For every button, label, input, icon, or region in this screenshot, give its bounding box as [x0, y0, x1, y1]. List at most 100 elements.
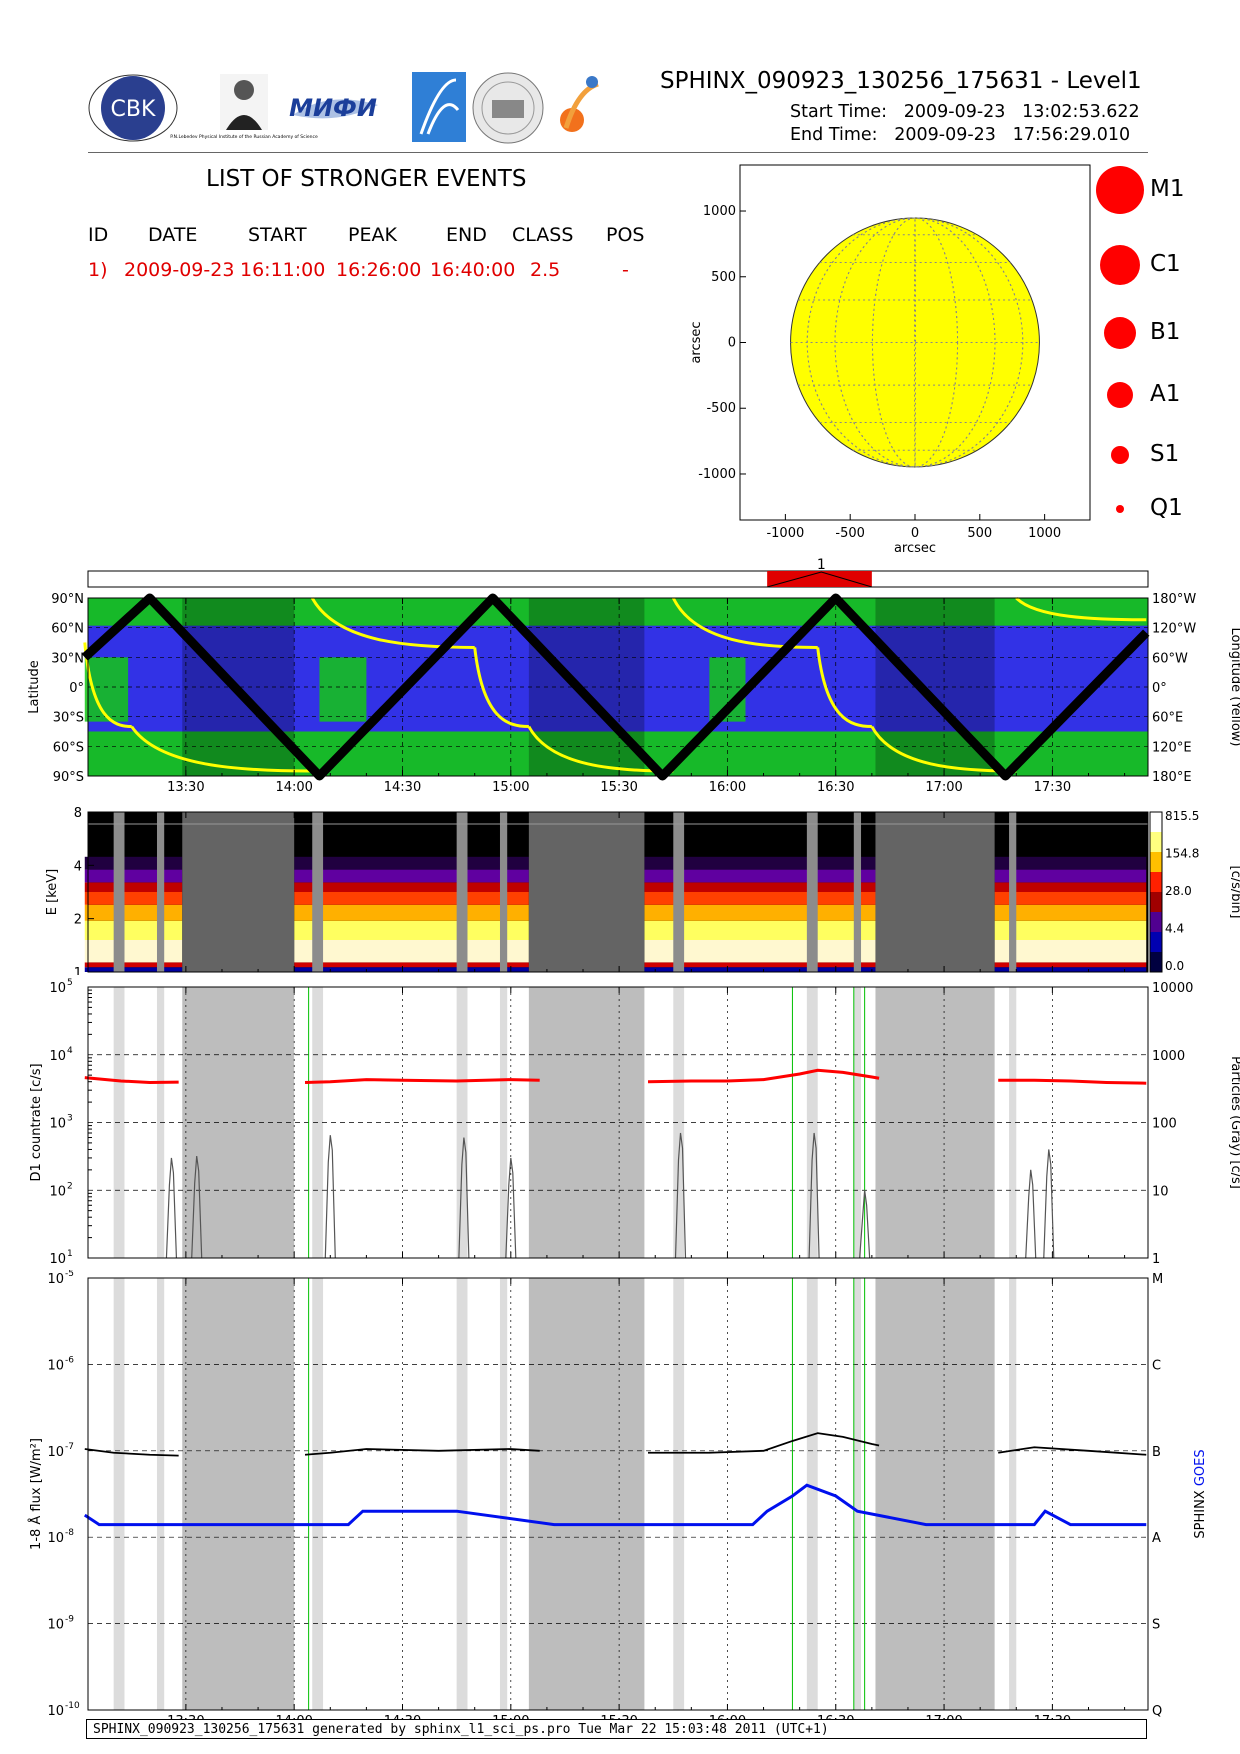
spectrogram-band [644, 892, 876, 905]
sphinx-flux-series [304, 1448, 540, 1456]
orbit-radiation-band [88, 598, 1148, 626]
colorbar-tick-label: 28.0 [1165, 884, 1192, 898]
energy-tick-label: 8 [74, 806, 82, 821]
lebedev-portrait-logo: P.N.Lebedev Physical Institute of the Ru… [170, 74, 318, 140]
svg-text:CBK: CBK [111, 97, 156, 122]
time-tick-label: 16:30 [817, 780, 854, 795]
spectrogram-band [294, 962, 529, 968]
event-pos: - [622, 259, 629, 281]
spectrogram-particle-gap [312, 812, 324, 972]
sun-x-tick-label: -1000 [766, 526, 804, 541]
sun-longitude-gridline [806, 217, 1024, 468]
flux-tick-label: 10 [47, 1531, 64, 1546]
particle-burst [505, 1157, 517, 1259]
class-legend-dot [1100, 245, 1140, 285]
latitude-track [81, 593, 1150, 781]
spectrogram-band [994, 962, 1147, 968]
spectrogram-band [294, 856, 529, 870]
energy-tick-label: 1 [74, 966, 82, 975]
flux-particle-shading [312, 1278, 324, 1710]
flux-class-tick-label: C [1152, 1358, 1161, 1373]
longitude-track [473, 647, 529, 729]
countrate-tick-label: 10 [49, 1184, 66, 1199]
countrate-tick-exponent: 1 [67, 1249, 73, 1259]
spectrogram-band [994, 869, 1147, 883]
event-peak: 16:26:00 [336, 259, 422, 281]
time-tick-label: 14:00 [275, 780, 312, 795]
sun-y-tick-label: -500 [706, 401, 736, 416]
time-tick-label: 17:00 [925, 1714, 962, 1720]
particle-burst [859, 1190, 871, 1259]
spectrogram-particle-gap [806, 812, 818, 972]
timeline-event-label: 1 [817, 557, 826, 573]
longitude-track [816, 647, 872, 729]
flux-particle-shading [853, 1278, 862, 1710]
colorbar-segment [1150, 872, 1162, 893]
particle-burst [324, 1135, 336, 1259]
countrate-y-axis-label: D1 countrate [c/s] [29, 1063, 44, 1181]
countrate-tick-label: 10 [49, 1117, 66, 1132]
time-tick-label: 13:30 [167, 1714, 204, 1720]
flux-particle-shading [456, 1278, 468, 1710]
colorbar-segment [1150, 892, 1162, 913]
time-tick-label: 17:30 [1034, 1714, 1071, 1720]
flux-tick-exponent: -6 [65, 1355, 74, 1365]
flux-class-tick-label: Q [1152, 1704, 1162, 1719]
class-legend-label: C1 [1150, 251, 1181, 277]
time-tick-label: 16:00 [709, 1714, 746, 1720]
countrate-tick-exponent: 4 [67, 1046, 73, 1056]
logo-strip: CBK P.N.Lebedev Physical Institute of th… [88, 72, 599, 144]
event-end: 16:40:00 [430, 259, 516, 281]
col-id: ID [88, 224, 109, 246]
spectrogram-band [994, 856, 1147, 870]
flux-tick-label: 10 [47, 1618, 64, 1633]
class-legend-label: Q1 [1150, 495, 1183, 521]
time-tick-label: 16:00 [709, 780, 746, 795]
col-class: CLASS [512, 224, 574, 246]
spectrogram-panel: 8 4 2 1 E [keV] 815.5 154.8 28.0 4.4 0.0 [c/s/bin] [45, 806, 1240, 975]
flux-particle-shading [156, 1278, 165, 1710]
spectrogram-band [994, 967, 1147, 972]
spectrogram-band [84, 892, 183, 905]
particle-burst [674, 1132, 687, 1259]
countrate-series [304, 1078, 540, 1084]
spectrogram-band [294, 892, 529, 905]
spectrogram-band [294, 967, 529, 972]
spectrogram-band [84, 869, 183, 883]
spectrogram-band [644, 904, 876, 921]
flux-particle-shading [113, 1278, 125, 1710]
countrate-series [647, 1068, 880, 1084]
flux-class-tick-label: A [1152, 1531, 1161, 1546]
spectrogram-night-gap [182, 812, 295, 972]
spectrogram-band [294, 869, 529, 883]
time-tick-label: 15:30 [600, 780, 637, 795]
sun-y-tick-label: 1000 [703, 204, 736, 219]
sun-x-tick-label: 1000 [1028, 526, 1061, 541]
flux-tick-exponent: -5 [65, 1270, 74, 1279]
cbk-logo: CBK [88, 74, 178, 142]
countrate-frame [87, 986, 1149, 1259]
longitude-track [1015, 596, 1147, 622]
svg-text:МИФИ: МИФИ [289, 94, 377, 122]
spectrogram-band [644, 967, 876, 972]
class-legend-dot [1104, 317, 1136, 349]
colorbar-label: [c/s/bin] [1228, 866, 1240, 919]
spectrogram-band [84, 940, 183, 963]
sun-x-tick-label: 500 [967, 526, 992, 541]
spectrogram-particle-gap [853, 812, 862, 972]
spectrogram-band [84, 967, 183, 972]
spectrogram-night-gap [875, 812, 995, 972]
class-legend-label: S1 [1150, 441, 1180, 467]
flux-panel: 13:30 14:00 14:30 15:00 15:30 16:00 16:30 17:00… [28, 1270, 1208, 1720]
colorbar-segment [1150, 832, 1162, 853]
sun-swirl-logo [560, 76, 599, 132]
flux-right-legend-label: SPHINX GOES [1193, 1449, 1208, 1538]
colorbar-tick-label: 4.4 [1165, 922, 1184, 936]
longitude-tick-label: 180°W [1152, 592, 1196, 607]
orbit-right-axis-label: Longitude (Yellow) [1228, 628, 1240, 747]
countrate-series [84, 1076, 179, 1084]
countrate-particle-shading [456, 987, 468, 1258]
flux-particle-shading [499, 1278, 508, 1710]
particle-burst [1025, 1169, 1037, 1259]
particle-burst [808, 1132, 820, 1259]
